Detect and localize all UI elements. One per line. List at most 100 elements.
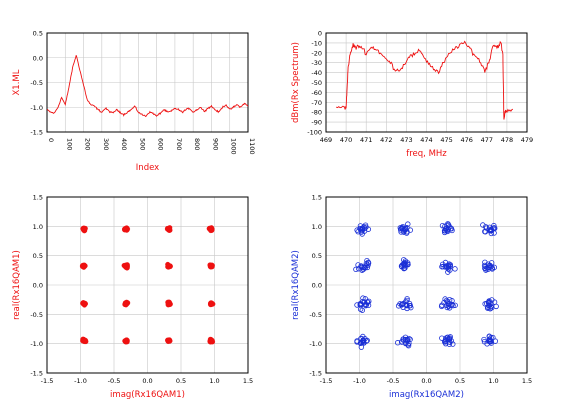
data-point — [406, 335, 412, 342]
x-tick-label: 472 — [380, 136, 392, 144]
data-point — [81, 227, 87, 233]
data-point — [166, 225, 172, 231]
data-point — [490, 334, 496, 341]
x-tick-label: -1.5 — [320, 377, 333, 385]
y-tick-label: 1.0 — [312, 223, 322, 231]
data-point — [452, 266, 458, 272]
x-axis-label: Index — [136, 163, 159, 173]
y-tick-label: 1.5 — [33, 194, 43, 202]
y-tick-label: -1.0 — [30, 340, 43, 348]
data-point — [357, 306, 364, 312]
data-point — [354, 302, 360, 308]
plot-frame — [46, 196, 249, 374]
data-point — [484, 305, 491, 311]
data-point — [166, 264, 172, 270]
x-tick-label: 475 — [440, 136, 452, 144]
data-point — [486, 300, 492, 306]
x-tick-label: 900 — [211, 138, 219, 150]
data-point — [493, 303, 499, 310]
data-point — [487, 306, 493, 312]
data-point — [481, 339, 488, 345]
y-tick-label: 0.0 — [33, 282, 43, 290]
data-point — [450, 341, 456, 347]
x-tick-label: 474 — [420, 136, 432, 144]
data-point — [400, 301, 406, 307]
plot-frame — [46, 32, 249, 133]
data-point — [449, 301, 455, 308]
data-point — [357, 340, 364, 347]
y-tick-label: -20 — [311, 49, 322, 57]
data-point — [444, 264, 451, 270]
data-point — [123, 262, 129, 269]
data-point — [405, 221, 411, 227]
data-point — [452, 302, 458, 308]
y-tick-label: 0.5 — [312, 252, 322, 260]
chart-4: -1.5 -1.0 -0.5 0.0 0.5 1.0 1.5 -1.5 -1.0 -0.5 0.0 0… — [291, 194, 532, 401]
data-point — [82, 301, 88, 307]
data-point — [404, 229, 410, 235]
y-tick-label: -0.5 — [309, 311, 322, 319]
x-tick-label: 476 — [460, 136, 472, 144]
data-point — [365, 299, 371, 306]
y-tick-label: -80 — [311, 109, 322, 117]
y-axis-label: real(Rx16QAM2) — [291, 250, 301, 320]
chart-2: 469 470 471 472 473 474 475 476 477 478 479 -100 -90… — [291, 30, 533, 160]
data-point — [359, 225, 366, 231]
x-tick-label: 0.0 — [142, 377, 152, 385]
data-point — [441, 339, 448, 345]
data-point — [356, 266, 362, 272]
x-tick-label: 200 — [84, 138, 92, 150]
y-tick-label: -100 — [307, 129, 322, 137]
x-tick-label: 477 — [481, 136, 493, 144]
data-point — [492, 225, 498, 231]
data-point — [446, 341, 453, 347]
y-tick-label: -10 — [311, 39, 322, 47]
data-point — [81, 337, 87, 343]
x-tick-label: 0.0 — [421, 377, 431, 385]
x-tick-label: 1000 — [230, 138, 238, 155]
x-tick-label: 1100 — [248, 138, 256, 155]
y-tick-label: 0.0 — [33, 54, 43, 62]
x-tick-label: 469 — [320, 136, 332, 144]
x-tick-label: 300 — [102, 138, 110, 150]
x-tick-label: 600 — [157, 138, 165, 150]
data-point — [442, 296, 448, 302]
data-point — [123, 225, 129, 231]
plot-frame — [325, 196, 528, 374]
data-group — [79, 225, 216, 345]
data-point — [395, 340, 401, 346]
x-tick-label: 700 — [175, 138, 183, 150]
data-point — [399, 224, 405, 231]
series-line-1 — [335, 40, 514, 120]
data-point — [402, 260, 408, 266]
data-point — [487, 228, 493, 234]
x-tick-label: 800 — [193, 138, 201, 150]
data-point — [481, 336, 487, 343]
y-tick-label: 0.0 — [312, 282, 322, 290]
data-point — [208, 263, 214, 269]
data-point — [488, 260, 495, 266]
y-tick-label: -1.0 — [309, 340, 322, 348]
x-tick-label: 1.5 — [243, 377, 253, 385]
x-tick-label: -0.5 — [108, 377, 121, 385]
y-tick-label: -0.5 — [30, 79, 43, 87]
data-point — [482, 228, 488, 235]
y-axis-label: real(Rx16QAM1) — [12, 250, 22, 320]
data-point — [363, 263, 369, 269]
data-point — [404, 305, 410, 312]
data-point — [400, 304, 406, 311]
x-axis-label: freq, MHz — [406, 149, 447, 159]
x-axis-label: imag(Rx16QAM1) — [110, 390, 185, 400]
data-point — [359, 231, 365, 237]
data-point — [445, 300, 452, 307]
data-point — [208, 227, 214, 233]
data-point — [402, 334, 409, 340]
x-tick-label: -1.0 — [74, 377, 87, 385]
data-point — [488, 230, 495, 237]
data-point — [122, 339, 129, 345]
x-tick-label: 0.5 — [455, 377, 465, 385]
data-point — [360, 333, 366, 340]
x-tick-label: 470 — [340, 136, 352, 144]
data-point — [165, 302, 171, 308]
y-tick-label: 0.5 — [33, 30, 43, 38]
